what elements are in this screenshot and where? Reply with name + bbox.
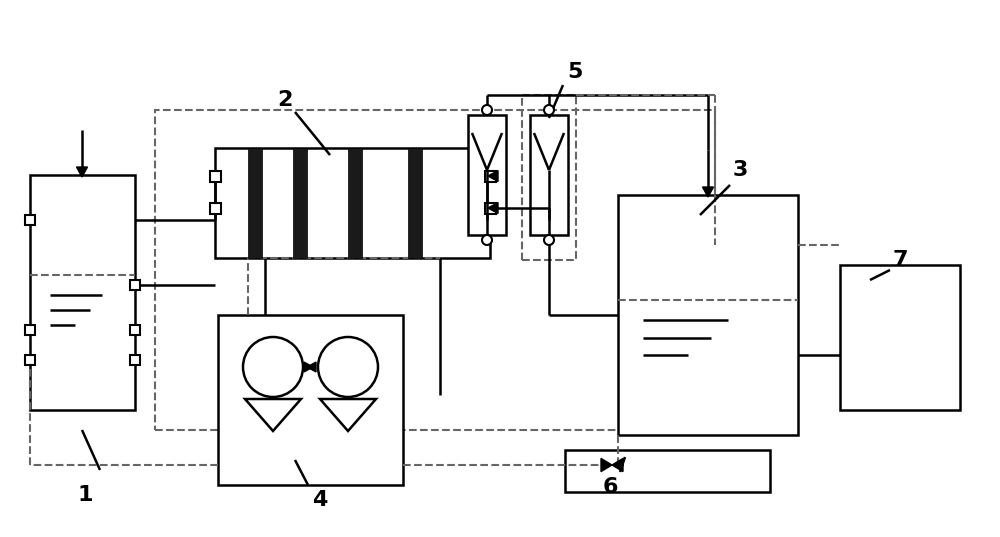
Polygon shape (307, 362, 316, 372)
Text: 4: 4 (312, 490, 328, 510)
Circle shape (318, 337, 378, 397)
Text: 1: 1 (77, 485, 93, 505)
Bar (130, 325, 140, 335)
Polygon shape (612, 459, 623, 471)
Polygon shape (702, 187, 714, 197)
Circle shape (482, 235, 492, 245)
Bar (468, 115, 506, 235)
Bar (408, 148, 422, 258)
Bar (155, 110, 715, 430)
Circle shape (243, 337, 303, 397)
Text: 6: 6 (602, 477, 618, 497)
Polygon shape (304, 362, 313, 372)
Bar (215, 148, 490, 258)
Bar (522, 95, 576, 260)
Bar (25, 215, 35, 225)
Bar (130, 355, 140, 365)
Polygon shape (76, 167, 88, 177)
Text: 5: 5 (567, 62, 583, 82)
Bar (530, 115, 568, 235)
Bar (25, 355, 35, 365)
Circle shape (482, 105, 492, 115)
Polygon shape (245, 399, 301, 431)
Bar (293, 148, 307, 258)
Bar (218, 315, 403, 485)
Text: 3: 3 (732, 160, 748, 180)
Circle shape (544, 235, 554, 245)
Bar (618, 195, 798, 435)
Bar (348, 148, 362, 258)
Polygon shape (320, 399, 376, 431)
Bar (484, 202, 496, 214)
Text: 7: 7 (892, 250, 908, 270)
Text: 2: 2 (277, 90, 293, 110)
Bar (484, 171, 496, 182)
Bar (248, 148, 262, 258)
Polygon shape (488, 171, 498, 182)
Bar (30, 175, 135, 410)
Bar (25, 325, 35, 335)
Bar (840, 265, 960, 410)
Bar (130, 280, 140, 290)
Bar (210, 171, 220, 182)
Bar (565, 450, 770, 492)
Polygon shape (601, 459, 612, 471)
Circle shape (544, 105, 554, 115)
Bar (210, 202, 220, 214)
Polygon shape (488, 202, 498, 214)
